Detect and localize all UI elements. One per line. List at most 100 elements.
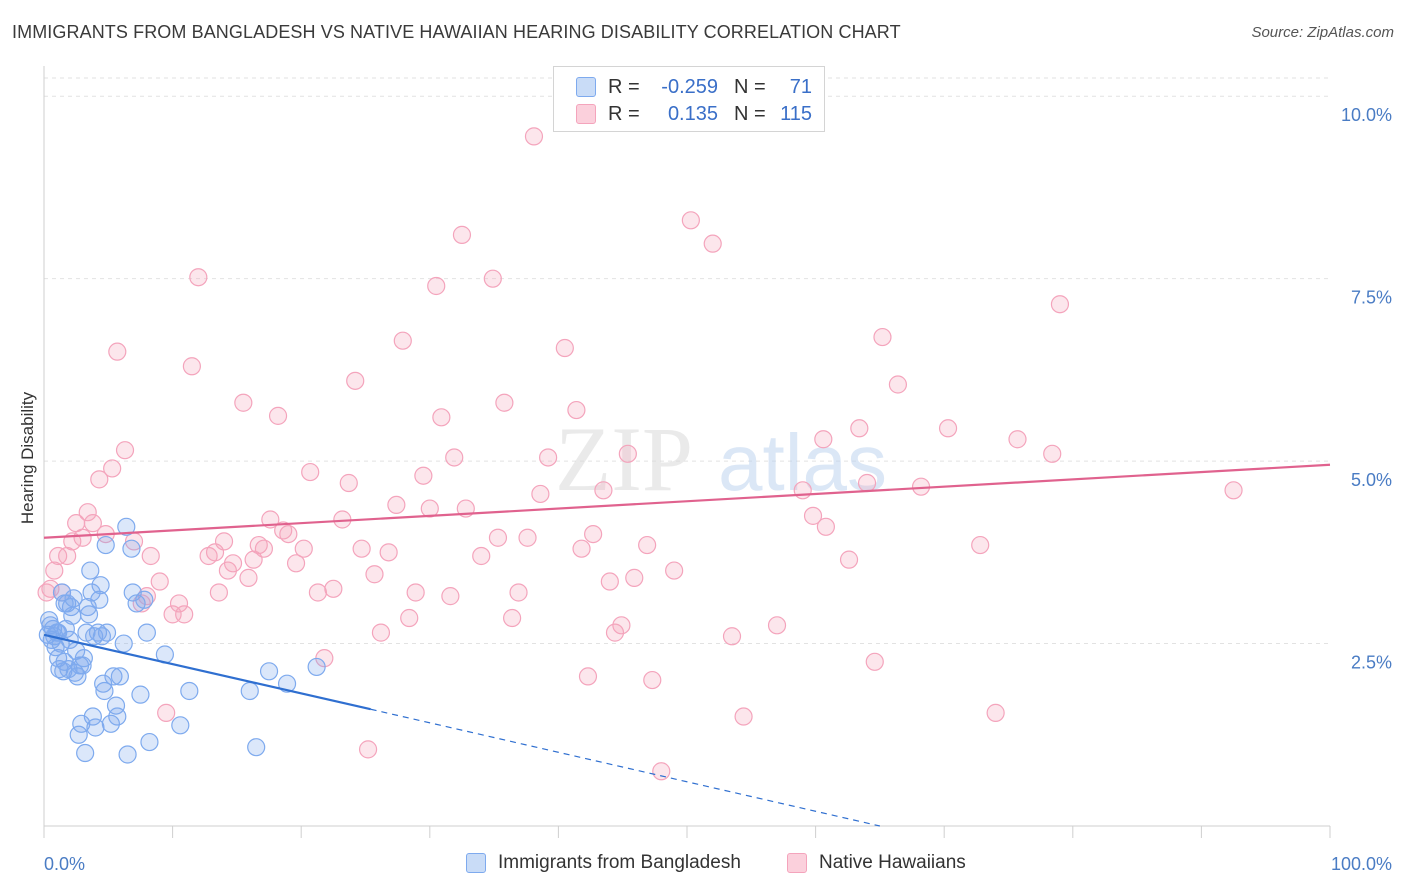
point-native-hawaiian [703, 234, 722, 253]
series-native-hawaiians [37, 127, 1243, 781]
point-native-hawaiian [209, 583, 228, 602]
point-bangladesh [94, 674, 113, 693]
point-native-hawaiian [189, 268, 208, 287]
point-native-hawaiian [169, 594, 189, 613]
point-native-hawaiian [239, 568, 258, 587]
point-native-hawaiian [441, 587, 460, 606]
x-tick-label-max: 100.0% [1331, 854, 1392, 874]
point-native-hawaiian [488, 528, 508, 547]
legend-n-value: 71 [789, 75, 812, 98]
point-bangladesh [110, 667, 129, 686]
point-native-hawaiian [301, 462, 320, 482]
point-native-hawaiian [850, 419, 869, 438]
trend-lines [43, 463, 1331, 827]
point-native-hawaiian [83, 514, 102, 533]
point-bangladesh [69, 725, 88, 744]
point-bangladesh [90, 590, 109, 609]
legend-n-label: N = [734, 75, 766, 98]
legend-swatch-pink [576, 104, 596, 124]
point-native-hawaiian [254, 539, 274, 558]
point-native-hawaiian [472, 546, 491, 566]
stats-legend: R = -0.259 N = 71 R = 0.135 N = 115 [553, 66, 825, 132]
point-native-hawaiian [182, 357, 201, 376]
point-native-hawaiian [531, 484, 550, 504]
point-native-hawaiian [495, 393, 514, 412]
point-bangladesh [117, 517, 136, 536]
point-bangladesh [74, 649, 93, 668]
point-native-hawaiian [839, 550, 859, 569]
point-native-hawaiian [294, 539, 313, 558]
point-native-hawaiian [594, 481, 613, 500]
legend-r-value: -0.259 [661, 75, 718, 98]
point-native-hawaiian [767, 616, 787, 635]
y-tick-label: 7.5% [1351, 288, 1392, 308]
point-native-hawaiian [986, 703, 1005, 722]
bottom-legend-bangladesh: Immigrants from Bangladesh [466, 852, 741, 874]
point-native-hawaiian [78, 503, 97, 522]
bottom-legend-swatch-blue [466, 853, 486, 873]
point-native-hawaiian [279, 524, 298, 544]
point-native-hawaiian [555, 338, 574, 358]
point-bangladesh [140, 732, 159, 752]
legend-swatch-blue [576, 77, 596, 97]
point-bangladesh [73, 656, 92, 675]
point-bangladesh [68, 667, 87, 686]
y-tick-label: 10.0% [1341, 105, 1392, 125]
point-native-hawaiian [346, 371, 365, 390]
point-native-hawaiian [371, 623, 391, 642]
point-bangladesh [114, 634, 133, 653]
legend-n-value: 115 [780, 102, 812, 125]
point-native-hawaiian [865, 652, 884, 671]
point-native-hawaiian [432, 408, 451, 427]
point-native-hawaiian [857, 473, 877, 493]
point-native-hawaiian [605, 623, 625, 642]
trend-line-native-hawaiians [43, 463, 1331, 539]
point-native-hawaiian [141, 546, 160, 566]
point-bangladesh [247, 738, 266, 757]
point-native-hawaiian [971, 535, 990, 555]
point-native-hawaiian [223, 554, 243, 573]
legend-r-label: R = [608, 102, 640, 125]
y-axis-title: Hearing Disability [18, 391, 37, 524]
point-native-hawaiian [483, 269, 502, 288]
bottom-legend-label: Immigrants from Bangladesh [498, 852, 741, 873]
point-native-hawaiian [625, 568, 644, 587]
point-native-hawaiian [816, 517, 835, 536]
point-native-hawaiian [803, 506, 823, 525]
series-immigrants-bangladesh [38, 517, 326, 764]
point-native-hawaiian [268, 406, 288, 425]
point-bangladesh [86, 718, 105, 737]
point-bangladesh [277, 674, 297, 693]
point-native-hawaiian [814, 430, 833, 449]
point-native-hawaiian [90, 470, 109, 489]
point-native-hawaiian [539, 448, 558, 467]
trend-line-bangladesh [43, 633, 371, 711]
point-bangladesh [180, 681, 199, 701]
point-native-hawaiian [445, 448, 464, 467]
point-native-hawaiian [638, 535, 657, 555]
chart-source: Source: ZipAtlas.com [1251, 24, 1394, 41]
x-tick-label-min: 0.0% [44, 854, 85, 874]
point-bangladesh [307, 657, 326, 677]
point-native-hawaiian [1224, 481, 1243, 500]
point-bangladesh [137, 623, 156, 642]
point-native-hawaiian [612, 616, 631, 635]
point-native-hawaiian [73, 528, 92, 547]
watermark-zip: ZIP [555, 408, 693, 510]
point-bangladesh [95, 681, 114, 701]
point-native-hawaiian [157, 703, 176, 722]
point-bangladesh [52, 583, 72, 602]
point-native-hawaiian [234, 393, 253, 412]
legend-row-bangladesh: R = -0.259 N = 71 [576, 74, 812, 100]
point-native-hawaiian [108, 342, 127, 361]
point-bangladesh [240, 681, 259, 701]
point-native-hawaiian [572, 539, 591, 558]
point-native-hawaiian [938, 419, 958, 438]
point-bangladesh [259, 662, 279, 681]
point-bangladesh [131, 685, 150, 704]
point-native-hawaiian [643, 670, 662, 690]
point-bangladesh [79, 605, 99, 624]
point-bangladesh [81, 561, 100, 580]
point-native-hawaiian [427, 276, 446, 296]
